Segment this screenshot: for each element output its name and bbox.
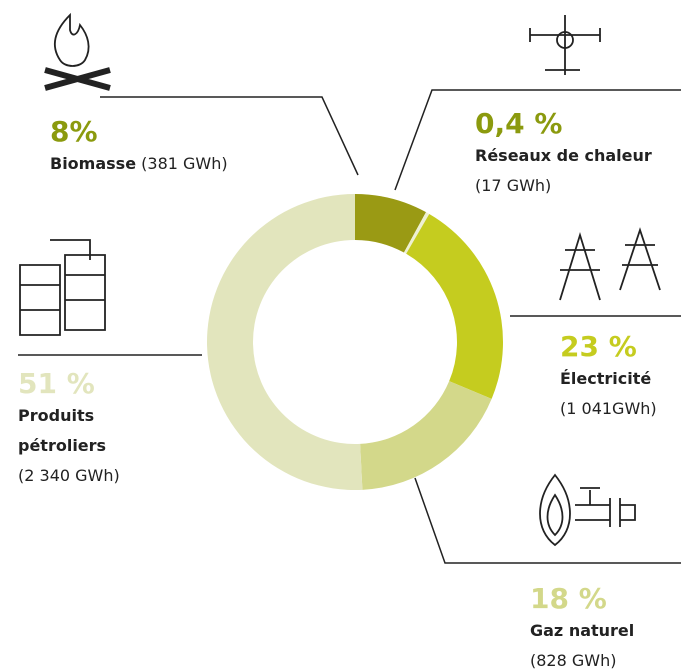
category-label: Produits pétroliers: [18, 406, 107, 455]
category-label: Réseaux de chaleur: [475, 146, 652, 165]
label-group: 18 % Gaz naturel (828 GWh): [530, 582, 681, 672]
barrel-icon: [19, 239, 106, 336]
donut-slice: [207, 194, 363, 490]
detail-label: (1 041GWh): [560, 399, 657, 418]
value-label: 8%: [50, 115, 98, 148]
network-icon: [556, 31, 574, 49]
value-label: 0,4 %: [475, 107, 563, 140]
label-group: 23 % Électricité (1 041GWh): [560, 330, 681, 424]
donut-slice: [403, 212, 430, 254]
label-line: Biomasse (381 GWh): [50, 149, 310, 179]
category-label: Biomasse: [50, 154, 137, 173]
detail-label: (17 GWh): [475, 176, 552, 195]
leader-line: [100, 96, 359, 176]
fire-icon: [53, 12, 90, 67]
donut-slice: [360, 381, 492, 490]
pylon-icon: [559, 227, 661, 301]
label-group: 51 % Produits pétroliers (2 340 GWh): [18, 367, 138, 491]
gas-icon: [539, 473, 636, 547]
detail-label: (828 GWh): [530, 651, 617, 670]
category-label: Gaz naturel: [530, 621, 635, 640]
detail-label: (381 GWh): [141, 154, 228, 173]
detail-label: (2 340 GWh): [18, 466, 120, 485]
network-icon: [529, 15, 601, 75]
leader-line: [394, 89, 681, 191]
donut-slice: [406, 213, 504, 399]
value-label: 51 %: [18, 367, 95, 400]
label-group: 8% Biomasse (381 GWh): [50, 115, 310, 179]
leader-line: [414, 477, 681, 564]
wood-icon: [44, 67, 111, 91]
value-label: 23 %: [560, 330, 637, 363]
label-group: 0,4 % Réseaux de chaleur (17 GWh): [475, 107, 681, 201]
category-label: Électricité: [560, 369, 652, 388]
leader-lines: [18, 89, 681, 564]
value-label: 18 %: [530, 582, 607, 615]
donut-slice: [355, 194, 427, 253]
icons: [19, 12, 661, 547]
